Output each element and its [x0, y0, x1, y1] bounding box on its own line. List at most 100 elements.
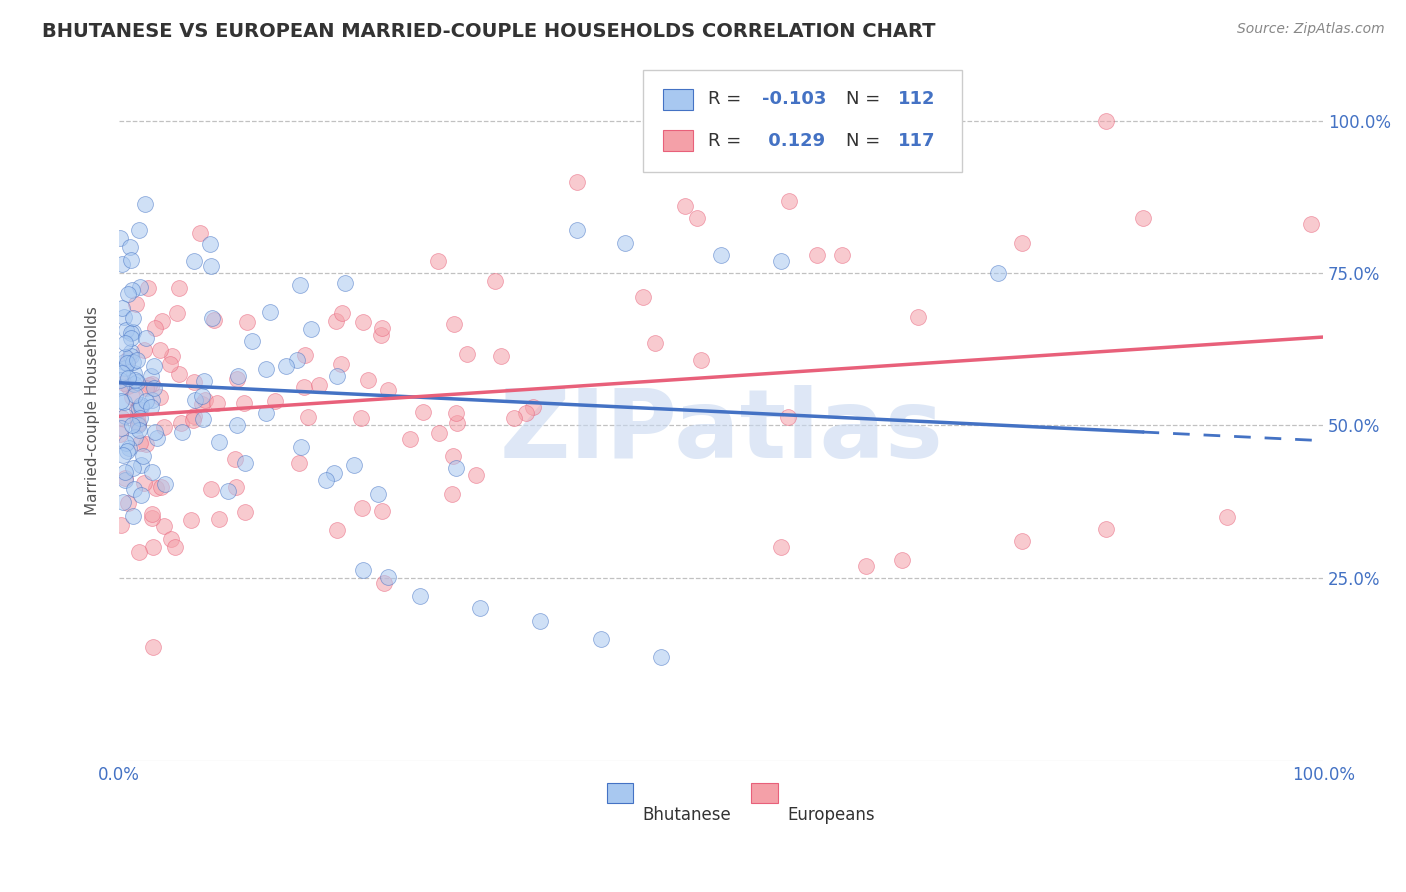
Point [166, 306, 188, 320]
Point [111, 257, 134, 271]
Point [120, 331, 142, 345]
Point [122, 461, 145, 475]
Point [217, 484, 239, 499]
Point [325, 523, 347, 537]
Point [184, 393, 207, 408]
Point [120, 239, 142, 253]
Point [110, 421, 132, 435]
Point [145, 482, 167, 496]
Point [274, 359, 297, 373]
Point [143, 359, 166, 373]
Point [907, 310, 929, 324]
Point [128, 423, 150, 437]
Point [200, 260, 222, 274]
Y-axis label: Married-couple Households: Married-couple Households [86, 306, 100, 515]
Point [143, 425, 166, 439]
Point [444, 406, 467, 420]
Point [122, 482, 145, 496]
Point [114, 435, 136, 450]
Point [114, 470, 136, 484]
FancyBboxPatch shape [664, 130, 693, 152]
Point [226, 369, 249, 384]
Point [163, 540, 186, 554]
Point [129, 400, 152, 414]
Point [131, 450, 153, 464]
Point [117, 356, 139, 370]
Point [110, 394, 132, 409]
Text: N =: N = [846, 132, 880, 150]
Point [117, 496, 139, 510]
Point [127, 375, 149, 389]
Point [441, 487, 464, 501]
Point [225, 480, 247, 494]
Point [1095, 522, 1118, 536]
Point [153, 420, 176, 434]
Point [141, 507, 163, 521]
Point [367, 487, 389, 501]
Point [128, 280, 150, 294]
Point [292, 379, 315, 393]
Point [114, 465, 136, 479]
Point [200, 482, 222, 496]
Point [690, 353, 713, 368]
Point [290, 440, 312, 454]
Point [111, 411, 134, 425]
Text: Bhutanese: Bhutanese [643, 806, 731, 824]
Point [529, 614, 551, 628]
Point [1132, 211, 1154, 226]
Point [111, 301, 134, 315]
Point [134, 343, 156, 358]
Point [190, 389, 212, 403]
Point [183, 254, 205, 268]
Point [444, 461, 467, 475]
Point [121, 283, 143, 297]
Point [188, 226, 211, 240]
Point [673, 199, 696, 213]
Point [326, 369, 349, 384]
Point [160, 532, 183, 546]
Point [565, 223, 588, 237]
Point [342, 458, 364, 472]
Point [399, 432, 422, 446]
Point [441, 450, 464, 464]
Point [136, 281, 159, 295]
Point [770, 541, 793, 555]
Point [193, 412, 215, 426]
Point [987, 266, 1010, 280]
Point [330, 306, 353, 320]
Point [155, 476, 177, 491]
Point [129, 398, 152, 412]
Point [613, 235, 636, 250]
Point [205, 396, 228, 410]
Point [288, 456, 311, 470]
Point [686, 211, 709, 226]
Point [141, 465, 163, 479]
Point [224, 451, 246, 466]
Text: 0.129: 0.129 [762, 132, 825, 150]
Point [114, 360, 136, 375]
Point [159, 357, 181, 371]
Text: Europeans: Europeans [787, 806, 875, 824]
FancyBboxPatch shape [664, 88, 693, 110]
Point [124, 430, 146, 444]
Point [141, 393, 163, 408]
Point [128, 411, 150, 425]
Point [426, 254, 449, 268]
Point [141, 511, 163, 525]
Point [1216, 510, 1239, 524]
Point [117, 378, 139, 392]
FancyBboxPatch shape [607, 783, 633, 803]
Point [470, 601, 492, 615]
Point [208, 512, 231, 526]
Point [121, 391, 143, 405]
Point [409, 589, 432, 603]
Point [149, 390, 172, 404]
Point [446, 416, 468, 430]
Point [110, 373, 132, 387]
Point [308, 377, 330, 392]
Point [111, 495, 134, 509]
Point [142, 540, 165, 554]
Point [139, 368, 162, 383]
Point [121, 417, 143, 432]
Point [110, 380, 132, 394]
